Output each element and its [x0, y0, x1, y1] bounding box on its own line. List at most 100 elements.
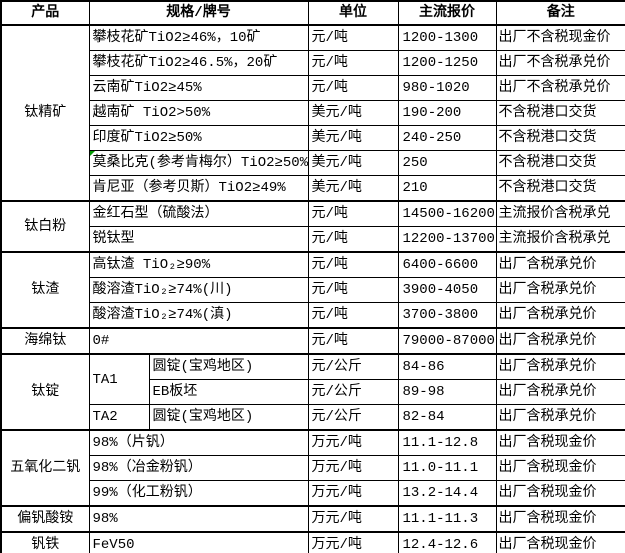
- table-row: 钛渣 高钛渣 TiO₂≥90% 元/吨 6400-6600 出厂含税承兑价: [0, 251, 625, 329]
- cell-note: 主流报价含税承兑: [495, 200, 625, 227]
- table-row: 越南矿 TiO2>50% 美元/吨 190-200 不含税港口交货: [1, 100, 625, 126]
- table-row: 五氧化二钒 98%（片钒） 万元/吨 11.1-12.8 出厂含税现金价: [0, 429, 625, 507]
- table-row: 锐钛型 元/吨 12200-13700 主流报价含税承兑: [1, 226, 625, 253]
- table-row: 99%（化工粉钒） 万元/吨 13.2-14.4 出厂含税现金价: [1, 480, 625, 507]
- cell-unit: 万元/吨: [307, 505, 399, 533]
- cell-product: 钛锭: [0, 353, 90, 431]
- cell-product: 五氧化二钒: [0, 429, 90, 507]
- cell-unit: 美元/吨: [307, 100, 399, 126]
- cell-price: 79000-87000: [397, 327, 497, 355]
- cell-note: 出厂不含税承兑价: [495, 50, 625, 76]
- cell-spec: 金红石型（硫酸法）: [88, 200, 309, 227]
- cell-spec: 越南矿 TiO2>50%: [88, 100, 309, 126]
- table-row: 云南矿TiO2≥45% 元/吨 980-1020 出厂不含税承兑价: [1, 75, 625, 101]
- table-row: TA2 圆锭(宝鸡地区) 元/公斤 82-84 出厂含税承兑价: [1, 404, 625, 431]
- cell-price: 1200-1300: [397, 24, 497, 51]
- cell-unit: 美元/吨: [307, 125, 399, 151]
- cell-price: 84-86: [397, 353, 497, 380]
- cell-spec: 云南矿TiO2≥45%: [88, 75, 309, 101]
- cell-unit: 元/吨: [307, 277, 399, 303]
- cell-spec: FeV50: [88, 531, 309, 553]
- cell-unit: 万元/吨: [307, 480, 399, 507]
- cell-spec-grade: TA2: [88, 404, 150, 431]
- cell-price: 3700-3800: [397, 302, 497, 329]
- cell-note: 出厂含税承兑价: [495, 327, 625, 355]
- cell-unit: 美元/吨: [307, 150, 399, 176]
- cell-spec: 锐钛型: [88, 226, 309, 253]
- cell-spec: 0#: [88, 327, 309, 355]
- cell-unit: 元/吨: [307, 226, 399, 253]
- cell-note: 出厂含税承兑价: [495, 404, 625, 431]
- header-unit: 单位: [307, 0, 399, 26]
- table-row: 钛精矿 攀枝花矿TiO2≥46%，10矿 元/吨 1200-1300 出厂不含税…: [0, 24, 625, 202]
- cell-price: 1200-1250: [397, 50, 497, 76]
- table-row: 钛锭 TA1 圆锭(宝鸡地区) 元/公斤 84-86 出厂含税承兑价: [0, 353, 625, 431]
- cell-spec: 攀枝花矿TiO2≥46.5%，20矿: [88, 50, 309, 76]
- cell-price: 240-250: [397, 125, 497, 151]
- cell-price: 89-98: [397, 379, 497, 405]
- cell-product: 钛精矿: [0, 24, 90, 202]
- cell-spec-form: 圆锭(宝鸡地区): [148, 353, 309, 380]
- cell-note: 不含税港口交货: [495, 100, 625, 126]
- cell-spec-text: 莫桑比克(参考肯梅尔）TiO2≥50%: [92, 155, 308, 171]
- cell-note: 出厂不含税承兑价: [495, 75, 625, 101]
- cell-price: 250: [397, 150, 497, 176]
- table-row: 酸溶渣TiO₂≥74%(滇) 元/吨 3700-3800 出厂含税承兑价: [1, 302, 625, 329]
- table-row: 印度矿TiO2≥50% 美元/吨 240-250 不含税港口交货: [1, 125, 625, 151]
- cell-unit: 元/公斤: [307, 379, 399, 405]
- cell-spec: 印度矿TiO2≥50%: [88, 125, 309, 151]
- table-row: 钒铁 FeV50 万元/吨 12.4-12.6 出厂含税现金价: [0, 531, 625, 553]
- cell-price: 13.2-14.4: [397, 480, 497, 507]
- table-row: 肯尼亚（参考贝斯）TiO2≥49% 美元/吨 210 不含税港口交货: [1, 175, 625, 202]
- cell-spec: 酸溶渣TiO₂≥74%(川): [88, 277, 309, 303]
- header-note: 备注: [495, 0, 625, 26]
- cell-note: 不含税港口交货: [495, 150, 625, 176]
- cell-unit: 元/吨: [307, 75, 399, 101]
- cell-product: 海绵钛: [0, 327, 90, 355]
- table-row: EB板坯 元/公斤 89-98 出厂含税承兑价: [1, 379, 625, 405]
- cell-product: 钛白粉: [0, 200, 90, 253]
- cell-price: 11.1-11.3: [397, 505, 497, 533]
- cell-product: 钒铁: [0, 531, 90, 553]
- cell-spec: 攀枝花矿TiO2≥46%，10矿: [88, 24, 309, 51]
- cell-unit: 元/吨: [307, 50, 399, 76]
- header-product: 产品: [0, 0, 90, 26]
- cell-unit: 元/吨: [307, 251, 399, 278]
- cell-unit: 万元/吨: [307, 429, 399, 456]
- cell-note: 出厂含税现金价: [495, 480, 625, 507]
- table-row: 偏钒酸铵 98% 万元/吨 11.1-11.3 出厂含税现金价: [0, 505, 625, 533]
- cell-price: 190-200: [397, 100, 497, 126]
- cell-price: 210: [397, 175, 497, 202]
- cell-note: 出厂含税现金价: [495, 531, 625, 553]
- cell-product: 偏钒酸铵: [0, 505, 90, 533]
- cell-price: 14500-16200: [397, 200, 497, 227]
- table-row: 莫桑比克(参考肯梅尔）TiO2≥50% 美元/吨 250 不含税港口交货: [1, 150, 625, 176]
- cell-price: 6400-6600: [397, 251, 497, 278]
- cell-product: 钛渣: [0, 251, 90, 329]
- cell-spec: 98%: [88, 505, 309, 533]
- table-row: 酸溶渣TiO₂≥74%(川) 元/吨 3900-4050 出厂含税承兑价: [1, 277, 625, 303]
- cell-unit: 元/吨: [307, 24, 399, 51]
- header-spec: 规格/牌号: [88, 0, 309, 26]
- cell-spec: 98%（冶金粉钒）: [88, 455, 309, 481]
- cell-spec: 酸溶渣TiO₂≥74%(滇): [88, 302, 309, 329]
- cell-note: 出厂含税现金价: [495, 455, 625, 481]
- cell-unit: 万元/吨: [307, 455, 399, 481]
- cell-unit: 万元/吨: [307, 531, 399, 553]
- cell-unit: 美元/吨: [307, 175, 399, 202]
- cell-spec: 高钛渣 TiO₂≥90%: [88, 251, 309, 278]
- cell-note: 主流报价含税承兑: [495, 226, 625, 253]
- cell-price: 11.0-11.1: [397, 455, 497, 481]
- cell-spec: 99%（化工粉钒）: [88, 480, 309, 507]
- cell-unit: 元/公斤: [307, 353, 399, 380]
- cell-note: 出厂含税现金价: [495, 429, 625, 456]
- cell-spec: 98%（片钒）: [88, 429, 309, 456]
- cell-note: 出厂含税承兑价: [495, 379, 625, 405]
- cell-unit: 元/吨: [307, 327, 399, 355]
- cell-note: 不含税港口交货: [495, 125, 625, 151]
- cell-price: 980-1020: [397, 75, 497, 101]
- cell-note: 出厂含税现金价: [495, 505, 625, 533]
- cell-unit: 元/吨: [307, 302, 399, 329]
- cell-spec: 肯尼亚（参考贝斯）TiO2≥49%: [88, 175, 309, 202]
